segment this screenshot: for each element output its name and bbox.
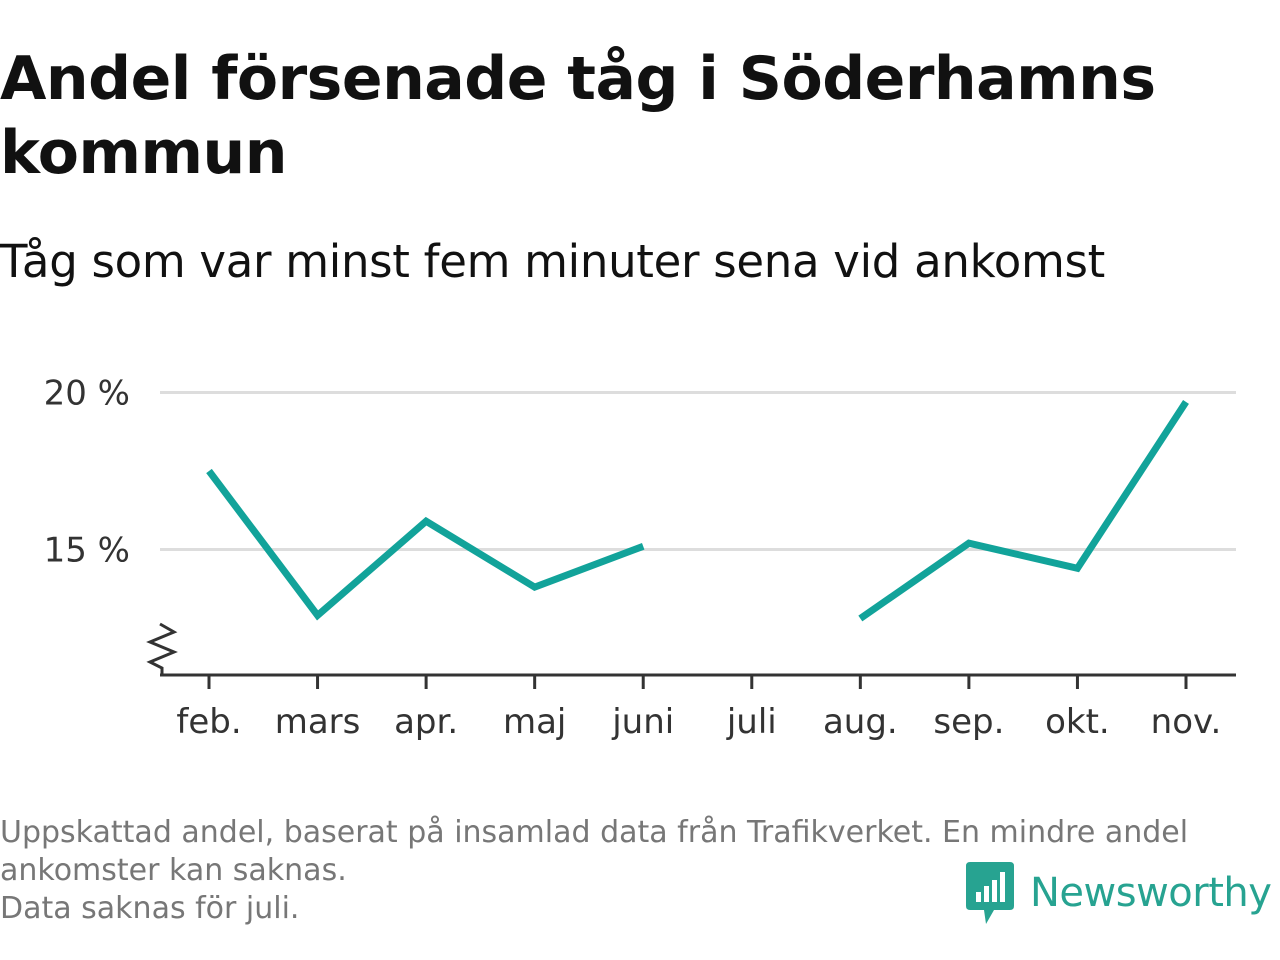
x-tick-label: apr.: [394, 702, 458, 742]
y-tick-label: 15 %: [44, 530, 130, 570]
brand-logo: Newsworthy: [964, 862, 1272, 924]
x-tick-label: sep.: [933, 702, 1004, 742]
y-tick-label: 20 %: [44, 374, 130, 414]
line-chart: 15 % 20 % feb. mars apr. maj juni juli aug. sep. o…: [44, 374, 1236, 742]
x-tick-label: juni: [611, 702, 674, 742]
x-tick-label: maj: [503, 702, 566, 742]
x-tick-label: mars: [275, 702, 361, 742]
chart-subtitle: Tåg som var minst fem minuter sena vid a…: [0, 235, 1105, 288]
footnote: Uppskattad andel, baserat på insamlad da…: [0, 814, 1189, 928]
newsworthy-logo-icon: [966, 862, 1014, 924]
x-tick-label: juli: [726, 702, 777, 742]
footnote-line: Uppskattad andel, baserat på insamlad da…: [0, 815, 1189, 850]
footnote-line: ankomster kan saknas.: [0, 853, 347, 888]
x-tick-label: aug.: [823, 702, 898, 742]
x-tick-label: okt.: [1045, 702, 1110, 742]
x-tick-label: nov.: [1151, 702, 1222, 742]
footnote-line: Data saknas för juli.: [0, 891, 300, 926]
series-line-segment: [858, 400, 1189, 622]
series-line-segment: [206, 468, 645, 621]
brand-name: Newsworthy: [1030, 870, 1272, 916]
x-tick-label: feb.: [176, 702, 241, 742]
axis-break-icon: [146, 622, 178, 675]
chart-title: Andel försenade tåg i Söderhamns kommun: [0, 44, 1156, 188]
